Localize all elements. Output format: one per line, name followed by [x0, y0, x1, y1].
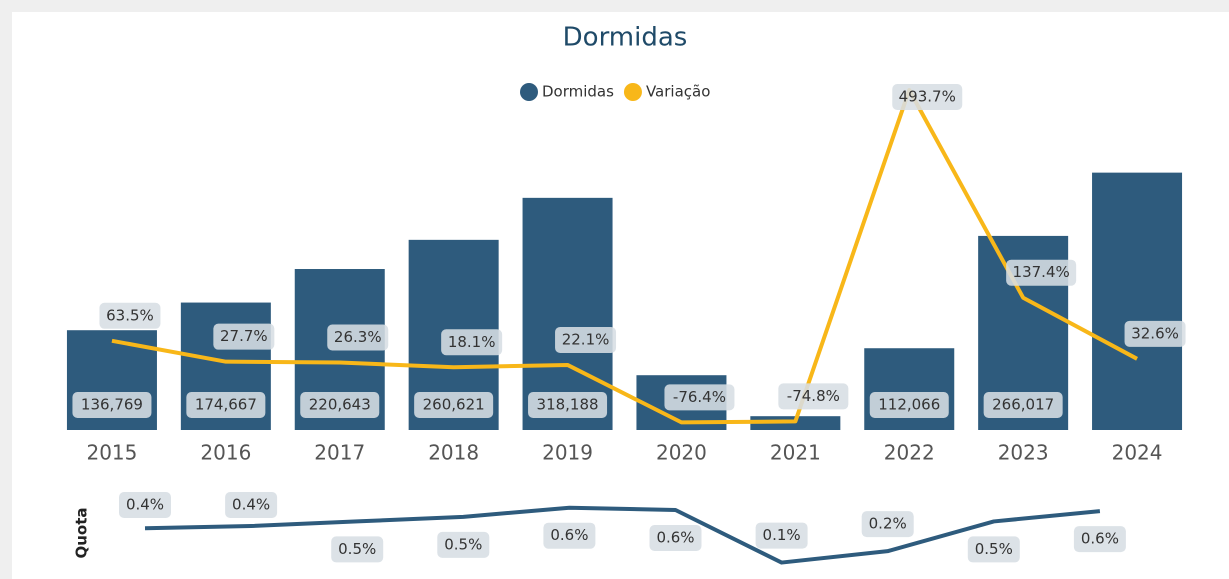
x-tick-label: 2017 [314, 441, 365, 465]
legend-marker [623, 83, 642, 101]
bar-value-label: 174,667 [195, 396, 257, 414]
bar-value-label: 112,066 [878, 396, 940, 414]
line-value-label-box [861, 511, 914, 538]
line-value-label-box [778, 383, 849, 410]
line-value-label: 18.1% [448, 333, 496, 351]
line-value-label: -74.8% [787, 387, 840, 405]
line-value-label-box [1073, 526, 1126, 553]
line-value-label-box [543, 522, 596, 549]
legend-label: Dormidas [542, 83, 614, 101]
x-tick-label: 2020 [656, 441, 707, 465]
line-value-label-box [555, 326, 617, 353]
line-value-label: 22.1% [562, 330, 610, 348]
line-value-label-box [225, 492, 278, 518]
x-tick-label: 2018 [428, 441, 479, 465]
line-value-label: 0.1% [763, 526, 801, 544]
line-value-label-box [664, 384, 735, 411]
line-value-label-box [1006, 259, 1077, 286]
chart-title: Dormidas [563, 23, 688, 53]
line-value-label: 0.4% [232, 496, 270, 514]
line-value-label-box [649, 525, 702, 551]
bar-value-label-box [528, 392, 608, 418]
y-axis-label: Quota [73, 507, 91, 558]
line-value-label: 32.6% [1131, 324, 1179, 342]
line-value-label-box [331, 536, 384, 563]
bar [1092, 172, 1183, 430]
line-value-label: 0.6% [550, 526, 588, 544]
x-tick-label: 2016 [200, 441, 251, 465]
x-tick-label: 2023 [998, 441, 1049, 465]
line-value-label: 0.6% [656, 529, 694, 547]
x-tick-label: 2021 [770, 441, 821, 465]
bar-value-label-box [869, 392, 949, 418]
legend-marker [520, 83, 538, 101]
bar-value-label: 220,643 [309, 396, 371, 414]
line-value-label: 0.2% [869, 515, 907, 533]
bar-value-label-box [983, 392, 1063, 418]
bar-value-label: 260,621 [423, 396, 485, 414]
line-value-label-box [213, 323, 275, 350]
legend-label: Variação [646, 83, 710, 101]
line-value-label-box [967, 536, 1020, 563]
line-value-label-box [437, 531, 490, 558]
x-tick-label: 2024 [1112, 441, 1163, 465]
line-value-label: 0.5% [338, 540, 376, 558]
x-tick-label: 2019 [542, 441, 593, 465]
bar-value-label-box [186, 392, 266, 418]
line-value-label-box [119, 492, 171, 518]
line-value-label: 27.7% [220, 327, 268, 345]
line-value-label: 493.7% [899, 88, 956, 106]
bar [522, 197, 613, 430]
line [111, 88, 1138, 425]
line-value-label: 0.5% [975, 540, 1013, 558]
line-value-label-box [892, 84, 963, 110]
bar-value-label-box [300, 392, 380, 418]
x-tick-label: 2015 [86, 441, 137, 465]
line [144, 505, 1101, 565]
line-value-label-box [327, 324, 389, 351]
line-value-label-box [1124, 320, 1186, 347]
x-tick-label: 2022 [884, 441, 935, 465]
line-value-label: 0.5% [444, 535, 482, 553]
line-value-label: 63.5% [106, 306, 154, 324]
line-value-label: 26.3% [334, 328, 382, 346]
line-value-label-box [755, 522, 808, 549]
line-value-label: 0.4% [126, 496, 164, 514]
line-value-label: 0.6% [1081, 530, 1119, 548]
bar-value-label: 318,188 [537, 396, 599, 414]
bar-value-label-box [72, 392, 152, 418]
line-value-label-box [99, 302, 161, 329]
bar-value-label-box [414, 392, 494, 418]
bar-value-label: 136,769 [81, 396, 143, 414]
line-value-label-box [441, 329, 503, 356]
line-value-label: -76.4% [673, 388, 726, 406]
line-value-label: 137.4% [1013, 263, 1070, 281]
bar-value-label: 266,017 [992, 396, 1054, 414]
